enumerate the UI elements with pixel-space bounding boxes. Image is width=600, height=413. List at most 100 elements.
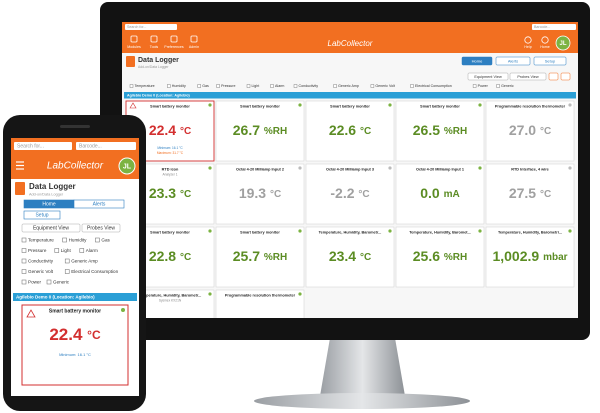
tile-name: Programmable resolution thermometer	[495, 105, 566, 109]
tab[interactable]	[23, 210, 61, 220]
filter-checkbox[interactable]	[21, 248, 27, 253]
view-button[interactable]	[21, 223, 81, 233]
tile[interactable]	[485, 100, 575, 162]
tile-name: Octal 4-20 Milliamp Input 3	[326, 168, 374, 172]
filter-label: Generic Volt	[375, 84, 395, 88]
reading-unit: °C	[360, 126, 371, 137]
filter-checkbox[interactable]	[370, 84, 375, 88]
tool-button[interactable]	[548, 72, 559, 81]
filter-checkbox[interactable]	[410, 84, 414, 88]
filter-checkbox[interactable]	[62, 237, 67, 243]
tab[interactable]	[533, 56, 567, 66]
monitor-base	[254, 393, 470, 409]
barcode-box[interactable]	[532, 24, 576, 30]
tile[interactable]	[395, 226, 485, 288]
reading: 0.0 mA	[420, 185, 459, 201]
page-icon	[126, 56, 135, 67]
tile[interactable]	[395, 163, 485, 225]
reading-value: 22.4	[49, 325, 83, 344]
tile[interactable]	[215, 100, 305, 162]
filter-checkbox[interactable]	[216, 84, 220, 88]
filter-checkbox[interactable]	[270, 84, 274, 88]
alarm-icon	[26, 309, 36, 318]
filter-checkbox[interactable]	[472, 84, 477, 88]
view-button[interactable]	[509, 72, 547, 81]
tile-name: Temperature, Humidity, Baromet...	[409, 231, 470, 235]
page-icon	[15, 182, 25, 195]
header-bar	[122, 22, 578, 53]
reading-unit: %RH	[264, 252, 287, 263]
tile[interactable]	[305, 100, 395, 162]
tool-button[interactable]	[560, 72, 571, 81]
tab[interactable]	[461, 56, 493, 66]
header-link[interactable]: Help	[524, 45, 531, 49]
filter-label: Generic	[53, 280, 70, 285]
status-dot	[121, 308, 125, 312]
avatar-initials: JL	[123, 163, 132, 170]
filter-checkbox[interactable]	[64, 269, 70, 274]
reading: 25.6 %RH	[413, 248, 467, 264]
tile-name: Smart battery monitor	[240, 231, 280, 235]
phone-speaker	[60, 125, 90, 128]
filter-checkbox[interactable]	[21, 258, 27, 264]
reading-value: 26.7	[233, 122, 260, 138]
logo: LabCollector	[328, 39, 373, 48]
menu-label[interactable]: Admin	[189, 45, 199, 49]
filter-checkbox[interactable]	[46, 279, 52, 285]
tile[interactable]	[215, 289, 305, 350]
header-link[interactable]: Home	[540, 45, 550, 49]
filter-label: Humidity	[172, 84, 186, 88]
tile[interactable]	[21, 304, 129, 386]
tab[interactable]	[73, 199, 125, 209]
tile[interactable]	[485, 163, 575, 225]
filter-checkbox[interactable]	[21, 279, 27, 285]
filter-checkbox[interactable]	[79, 248, 85, 253]
tile[interactable]	[215, 163, 305, 225]
filter-label: Light	[252, 84, 260, 88]
menu-label[interactable]: Preferences	[164, 45, 184, 49]
tile[interactable]	[305, 226, 395, 288]
filter-checkbox[interactable]	[293, 84, 298, 88]
status-dot	[208, 229, 212, 233]
search-box[interactable]	[14, 142, 72, 150]
filter-checkbox[interactable]	[496, 84, 500, 88]
filter-checkbox[interactable]	[95, 237, 100, 243]
reading-value: 22.4	[149, 122, 176, 138]
menu-icon	[130, 35, 138, 43]
filter-checkbox[interactable]	[167, 84, 171, 88]
filter-checkbox[interactable]	[21, 269, 27, 274]
reading-unit: °C	[270, 189, 281, 200]
reading-value: 19.3	[239, 185, 266, 201]
status-dot	[478, 166, 482, 170]
tile[interactable]	[395, 100, 485, 162]
tile[interactable]	[215, 226, 305, 288]
tab[interactable]	[495, 56, 531, 66]
search-box[interactable]	[125, 24, 177, 30]
tab-label: Home	[472, 58, 483, 63]
tile-name: Smart battery monitor	[150, 231, 190, 235]
filter-label: Generic Amp	[71, 259, 98, 264]
filter-checkbox[interactable]	[197, 84, 201, 88]
tab-label: Setup	[545, 58, 556, 63]
filter-checkbox[interactable]	[64, 258, 70, 264]
barcode-box[interactable]	[76, 142, 136, 150]
filter-checkbox[interactable]	[129, 84, 134, 88]
tile[interactable]	[305, 163, 395, 225]
filter-checkbox[interactable]	[333, 84, 337, 88]
filter-checkbox[interactable]	[246, 84, 251, 88]
tile-subtitle: Sysmex KX21N	[159, 298, 182, 302]
view-button[interactable]	[81, 223, 121, 233]
filter-label: Electrical Consumption	[71, 269, 118, 274]
filter-checkbox[interactable]	[54, 248, 60, 253]
view-button[interactable]	[467, 72, 509, 81]
reading-unit: °C	[180, 126, 191, 137]
filter-label: Temperature	[28, 238, 54, 243]
tile[interactable]	[485, 226, 575, 288]
tile-name: Octal 4-20 Milliamp Input 1	[416, 168, 464, 172]
menu-label[interactable]: Tools	[150, 45, 159, 49]
filter-label: Pressure	[221, 84, 235, 88]
filter-checkbox[interactable]	[21, 237, 27, 243]
reading: 22.4 °C	[149, 122, 191, 138]
menu-label[interactable]: Modules	[127, 45, 141, 49]
